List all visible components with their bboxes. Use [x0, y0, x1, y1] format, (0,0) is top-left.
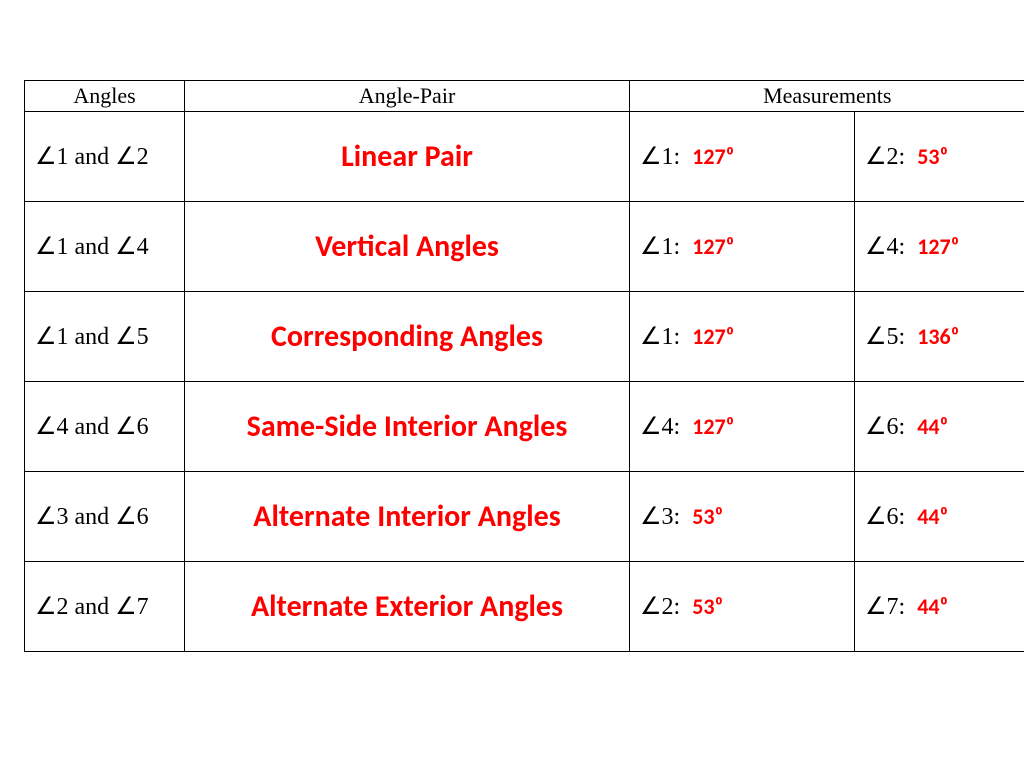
- table-row: ∠1 and ∠5 Corresponding Angles ∠1: 127⁰ …: [25, 292, 1024, 382]
- measure-2-cell: ∠2: 53⁰: [855, 112, 1024, 202]
- measure-2-cell: ∠4: 127⁰: [855, 202, 1024, 292]
- measure-2-label: ∠5:: [865, 324, 905, 350]
- pair-cell: Same-Side Interior Angles: [185, 382, 630, 472]
- measure-2-cell: ∠5: 136⁰: [855, 292, 1024, 382]
- measure-1-value: 53⁰: [692, 503, 723, 530]
- table-row: ∠1 and ∠2 Linear Pair ∠1: 127⁰ ∠2: 53⁰: [25, 112, 1024, 202]
- table-row: ∠3 and ∠6 Alternate Interior Angles ∠3: …: [25, 472, 1024, 562]
- measure-1-label: ∠1:: [640, 144, 680, 170]
- angles-cell: ∠1 and ∠4: [25, 202, 185, 292]
- measure-2-label: ∠2:: [865, 144, 905, 170]
- measure-2-label: ∠6:: [865, 504, 905, 530]
- header-measurements: Measurements: [630, 81, 1024, 112]
- measure-1-label: ∠4:: [640, 414, 680, 440]
- angles-cell: ∠1 and ∠2: [25, 112, 185, 202]
- table-container: Angles Angle-Pair Measurements ∠1 and ∠2…: [0, 0, 1024, 652]
- header-pair: Angle-Pair: [185, 81, 630, 112]
- measure-1-label: ∠2:: [640, 594, 680, 620]
- measure-1-cell: ∠3: 53⁰: [630, 472, 855, 562]
- measure-2-value: 53⁰: [917, 143, 948, 170]
- measure-2-label: ∠4:: [865, 234, 905, 260]
- measure-1-cell: ∠2: 53⁰: [630, 562, 855, 652]
- measure-2-value: 44⁰: [917, 413, 948, 440]
- measure-1-value: 127⁰: [692, 233, 734, 260]
- measure-2-cell: ∠7: 44⁰: [855, 562, 1024, 652]
- pair-cell: Corresponding Angles: [185, 292, 630, 382]
- measure-1-value: 53⁰: [692, 593, 723, 620]
- measure-1-value: 127⁰: [692, 323, 734, 350]
- measure-2-value: 127⁰: [917, 233, 959, 260]
- measure-1-label: ∠3:: [640, 504, 680, 530]
- measure-2-value: 44⁰: [917, 593, 948, 620]
- table-row: ∠4 and ∠6 Same-Side Interior Angles ∠4: …: [25, 382, 1024, 472]
- angles-cell: ∠4 and ∠6: [25, 382, 185, 472]
- angle-pairs-table: Angles Angle-Pair Measurements ∠1 and ∠2…: [24, 80, 1024, 652]
- header-row: Angles Angle-Pair Measurements: [25, 81, 1024, 112]
- measure-1-value: 127⁰: [692, 143, 734, 170]
- measure-2-value: 44⁰: [917, 503, 948, 530]
- table-body: ∠1 and ∠2 Linear Pair ∠1: 127⁰ ∠2: 53⁰ ∠…: [25, 112, 1024, 652]
- measure-1-cell: ∠1: 127⁰: [630, 202, 855, 292]
- angles-cell: ∠3 and ∠6: [25, 472, 185, 562]
- table-row: ∠1 and ∠4 Vertical Angles ∠1: 127⁰ ∠4: 1…: [25, 202, 1024, 292]
- pair-cell: Linear Pair: [185, 112, 630, 202]
- measure-1-cell: ∠1: 127⁰: [630, 292, 855, 382]
- measure-1-label: ∠1:: [640, 234, 680, 260]
- pair-cell: Alternate Interior Angles: [185, 472, 630, 562]
- table-row: ∠2 and ∠7 Alternate Exterior Angles ∠2: …: [25, 562, 1024, 652]
- measure-2-label: ∠7:: [865, 594, 905, 620]
- angles-cell: ∠1 and ∠5: [25, 292, 185, 382]
- pair-cell: Alternate Exterior Angles: [185, 562, 630, 652]
- measure-1-value: 127⁰: [692, 413, 734, 440]
- measure-1-cell: ∠4: 127⁰: [630, 382, 855, 472]
- measure-1-label: ∠1:: [640, 324, 680, 350]
- header-angles: Angles: [25, 81, 185, 112]
- pair-cell: Vertical Angles: [185, 202, 630, 292]
- measure-1-cell: ∠1: 127⁰: [630, 112, 855, 202]
- measure-2-value: 136⁰: [917, 323, 959, 350]
- measure-2-cell: ∠6: 44⁰: [855, 382, 1024, 472]
- angles-cell: ∠2 and ∠7: [25, 562, 185, 652]
- measure-2-label: ∠6:: [865, 414, 905, 440]
- measure-2-cell: ∠6: 44⁰: [855, 472, 1024, 562]
